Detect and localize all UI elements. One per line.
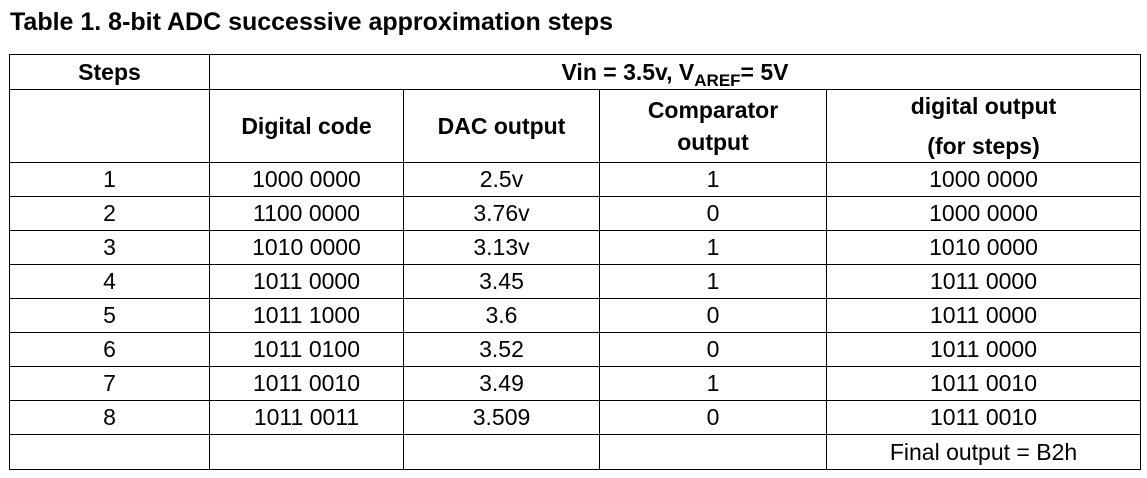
digital-code-cell: 1011 0100 [209,332,404,367]
step-cell: 8 [9,400,210,435]
digital-output-cell: 1011 0000 [825,298,1142,333]
dac-output-header: DAC output [403,89,600,163]
step-cell: 6 [9,332,210,367]
step-cell: 1 [9,162,210,197]
step-cell: 5 [9,298,210,333]
digital-code-cell: 1011 0010 [209,366,404,401]
comparator-header-line2: output [677,129,749,155]
adc-steps-table: Steps Vin = 3.5v, VAREF= 5V Digital code… [9,54,1142,470]
digital-output-header-line1: digital output [910,93,1057,119]
dac-output-cell: 3.6 [403,298,600,333]
condition-suffix: = 5V [740,58,789,85]
final-row: Final output = B2h [9,434,1142,470]
digital-code-cell: 1000 0000 [209,162,404,197]
comparator-cell: 1 [599,264,827,299]
dac-output-cell: 3.45 [403,264,600,299]
condition-subscript: AREF [694,70,741,90]
digital-code-cell: 1011 0000 [209,264,404,299]
digital-code-cell: 1011 1000 [209,298,404,333]
digital-output-cell: 1011 0000 [825,264,1142,299]
table-row: 4 1011 0000 3.45 1 1011 0000 [9,264,1142,299]
digital-output-cell: 1000 0000 [825,196,1142,231]
empty-cell [9,434,210,470]
dac-output-cell: 3.13v [403,230,600,265]
condition-header: Vin = 3.5v, VAREF= 5V [208,54,1142,90]
digital-code-header: Digital code [209,89,404,163]
digital-output-header-line2: (for steps) [927,133,1040,159]
digital-output-header: digital output (for steps) [825,89,1142,163]
dac-output-cell: 3.76v [403,196,600,231]
table-row: 8 1011 0011 3.509 0 1011 0010 [9,400,1142,435]
dac-output-cell: 2.5v [403,162,600,197]
table-row: 6 1011 0100 3.52 0 1011 0000 [9,332,1142,367]
steps-header: Steps [9,54,210,90]
empty-cell [209,434,404,470]
digital-code-cell: 1010 0000 [209,230,404,265]
dac-output-cell: 3.49 [403,366,600,401]
empty-cell [599,434,827,470]
comparator-cell: 0 [599,332,827,367]
comparator-cell: 0 [599,298,827,333]
comparator-cell: 1 [599,162,827,197]
comparator-cell: 0 [599,196,827,231]
digital-output-cell: 1000 0000 [825,162,1142,197]
table-row: 1 1000 0000 2.5v 1 1000 0000 [9,162,1142,197]
dac-output-cell: 3.509 [403,400,600,435]
step-cell: 3 [9,230,210,265]
table-caption: Table 1. 8-bit ADC successive approximat… [10,8,613,36]
comparator-cell: 0 [599,400,827,435]
comparator-output-header: Comparator output [599,89,827,163]
digital-output-cell: 1011 0010 [825,366,1142,401]
steps-subheader-empty [9,89,210,163]
comparator-cell: 1 [599,230,827,265]
digital-code-cell: 1100 0000 [209,196,404,231]
digital-output-cell: 1011 0010 [825,400,1142,435]
empty-cell [403,434,600,470]
step-cell: 4 [9,264,210,299]
table-row: 3 1010 0000 3.13v 1 1010 0000 [9,230,1142,265]
step-cell: 2 [9,196,210,231]
table-row: 5 1011 1000 3.6 0 1011 0000 [9,298,1142,333]
comparator-header-line1: Comparator [647,97,779,123]
table-row: 7 1011 0010 3.49 1 1011 0010 [9,366,1142,401]
final-output-cell: Final output = B2h [825,434,1142,470]
digital-output-cell: 1010 0000 [825,230,1142,265]
dac-output-cell: 3.52 [403,332,600,367]
step-cell: 7 [9,366,210,401]
digital-code-cell: 1011 0011 [209,400,404,435]
table-row: 2 1100 0000 3.76v 0 1000 0000 [9,196,1142,231]
comparator-cell: 1 [599,366,827,401]
condition-prefix: Vin = 3.5v, V [561,58,695,85]
digital-output-cell: 1011 0000 [825,332,1142,367]
